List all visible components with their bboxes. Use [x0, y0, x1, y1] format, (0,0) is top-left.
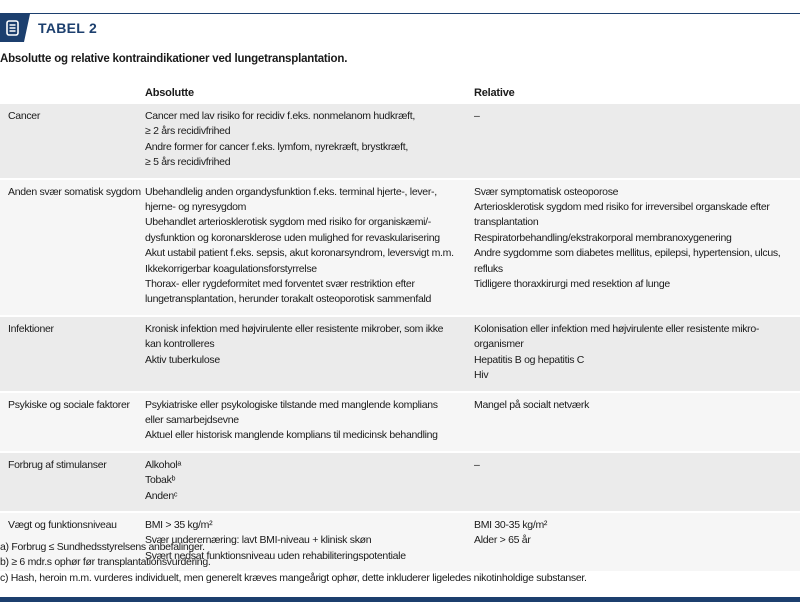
cell-line: Andenᶜ: [145, 489, 178, 502]
absolute-cell: Kronisk infektion med højvirulente eller…: [145, 317, 474, 391]
cell-line: hjerne- og nyresygdom: [145, 201, 247, 214]
cell-line: Alkoholᵃ: [145, 458, 181, 471]
cell-line: BMI > 35 kg/m²: [145, 518, 213, 531]
table-row: Infektioner Kronisk infektion med højviru…: [0, 316, 800, 393]
category-cell: Infektioner: [8, 322, 54, 335]
cell-line: ≥ 2 års recidivfrihed: [145, 125, 231, 138]
cell-line: Arteriosklerotisk sygdom med risiko for …: [474, 201, 770, 214]
cell-line: Andre sygdomme som diabetes mellitus, ep…: [474, 247, 781, 260]
cell-line: Psykiatriske eller psykologiske tilstand…: [145, 398, 438, 411]
cell-line: refluks: [474, 262, 503, 275]
cell-line: Svær underernæring: lavt BMI-niveau + kl…: [145, 534, 372, 547]
cell-line: Respiratorbehandling/ekstrakorporal memb…: [474, 231, 732, 244]
document-list-icon: [6, 20, 19, 36]
table-row: Anden svær somatisk sygdom Ubehandlelig a…: [0, 179, 800, 317]
cell-line: kan kontrolleres: [145, 338, 215, 351]
cell-line: Aktiv tuberkulose: [145, 353, 220, 366]
category-cell: Forbrug af stimulanser: [8, 458, 107, 471]
cell-line: Kronisk infektion med højvirulente eller…: [145, 322, 444, 335]
absolute-cell: Ubehandlelig anden organdysfunktion f.ek…: [145, 180, 474, 315]
footnotes: a) Forbrug ≤ Sundhedsstyrelsens anbefali…: [0, 540, 587, 586]
cell-line: organismer: [474, 338, 524, 351]
cell-line: Alder > 65 år: [474, 534, 531, 547]
cell-line: Hepatitis B og hepatitis C: [474, 353, 585, 366]
cell-line: Svær symptomatisk osteoporose: [474, 185, 619, 198]
relative-cell: –: [474, 104, 794, 178]
cell-line: eller samarbejdsevne: [145, 413, 239, 426]
table-row: Cancer Cancer med lav risiko for recidiv …: [0, 104, 800, 180]
cell-line: BMI 30-35 kg/m²: [474, 518, 548, 531]
category-cell: Cancer: [8, 110, 41, 122]
cell-line: ≥ 5 års recidivfrihed: [145, 156, 231, 169]
cell-line: Tobakᵇ: [145, 474, 176, 487]
category-cell: Vægt og funktionsniveau: [8, 518, 117, 531]
cell-line: Aktuel eller historisk manglende komplia…: [145, 429, 438, 442]
cell-line: Ubehandlelig anden organdysfunktion f.ek…: [145, 185, 437, 198]
footnote: b) ≥ 6 mdr.s ophør før transplantationsv…: [0, 556, 211, 569]
column-header-absolute: Absolutte: [145, 87, 194, 99]
cell-line: –: [474, 458, 480, 471]
cell-line: Ikkekorrigerbar koagulationsforstyrrelse: [145, 262, 317, 275]
relative-cell: Mangel på socialt netværk: [474, 393, 794, 451]
cell-line: –: [474, 110, 480, 122]
cell-line: Tidligere thoraxkirurgi med resektion af…: [474, 278, 670, 291]
column-header-relative: Relative: [474, 87, 515, 99]
category-cell: Psykiske og sociale faktorer: [8, 398, 130, 411]
header-rule: [0, 13, 800, 14]
absolute-cell: BMI > 35 kg/m² Svær underernæring: lavt B…: [145, 513, 474, 571]
header-badge: [0, 14, 30, 42]
relative-cell: BMI 30-35 kg/m² Alder > 65 år: [474, 513, 794, 571]
cell-line: Akut ustabil patient f.eks. sepsis, akut…: [145, 247, 454, 260]
footnote: c) Hash, heroin m.m. vurderes individuel…: [0, 571, 587, 584]
cell-line: Cancer med lav risiko for recidiv f.eks.…: [145, 110, 415, 122]
relative-cell: Kolonisation eller infektion med højviru…: [474, 317, 794, 391]
table-row: Forbrug af stimulanser Alkoholᵃ Tobakᵇ Ande…: [0, 452, 800, 513]
relative-cell: –: [474, 453, 794, 511]
cell-line: Thorax- eller rygdeformitet med forvente…: [145, 278, 415, 291]
cell-line: dysfunktion og koronarsklerose uden muli…: [145, 231, 440, 244]
table-row: Vægt og funktionsniveau BMI > 35 kg/m² Svæ…: [0, 512, 800, 574]
category-cell: Anden svær somatisk sygdom: [8, 185, 141, 198]
cell-line: Hiv: [474, 369, 489, 382]
table-title: TABEL 2: [38, 20, 98, 36]
table-row: Psykiske og sociale faktorer Psykiatriske…: [0, 392, 800, 453]
cell-line: lungetransplantation, herunder torakalt …: [145, 293, 432, 306]
cell-line: Ubehandlet arteriosklerotisk sygdom med …: [145, 216, 431, 229]
footnote: a) Forbrug ≤ Sundhedsstyrelsens anbefali…: [0, 541, 205, 553]
absolute-cell: Psykiatriske eller psykologiske tilstand…: [145, 393, 474, 451]
cell-line: transplantation: [474, 216, 539, 229]
absolute-cell: Alkoholᵃ Tobakᵇ Andenᶜ: [145, 453, 474, 511]
contraindications-table: Cancer Cancer med lav risiko for recidiv …: [0, 104, 800, 574]
cell-line: Andre former for cancer f.eks. lymfom, n…: [145, 140, 408, 153]
bottom-rule: [0, 597, 800, 602]
absolute-cell: Cancer med lav risiko for recidiv f.eks.…: [145, 104, 474, 178]
relative-cell: Svær symptomatisk osteoporose Arterioskle…: [474, 180, 794, 315]
cell-line: Kolonisation eller infektion med højviru…: [474, 322, 760, 335]
cell-line: Mangel på socialt netværk: [474, 398, 590, 411]
cell-line: Svært nedsat funktionsniveau uden rehabi…: [145, 549, 406, 562]
table-subtitle: Absolutte og relative kontraindikationer…: [0, 53, 348, 65]
